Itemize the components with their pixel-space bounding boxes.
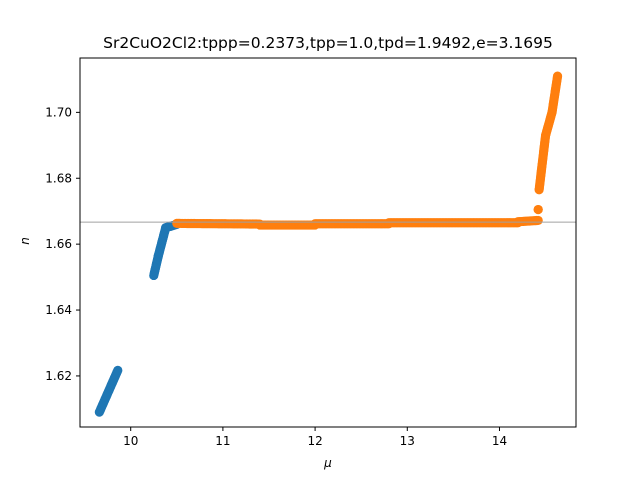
- chart-title: Sr2CuO2Cl2:tppp=0.2373,tpp=1.0,tpd=1.949…: [103, 34, 553, 52]
- data-point-series-2: [533, 204, 543, 215]
- x-tick-label: 14: [492, 434, 507, 448]
- x-axis-label: μ: [323, 456, 332, 470]
- points-layer: [94, 71, 563, 417]
- y-tick-label: 1.70: [45, 105, 72, 119]
- plot-area: 10 11 12 13 14 1.62 1.64 1.66 1.68 1.70: [45, 57, 577, 448]
- x-tick-label: 11: [215, 434, 230, 448]
- data-point-series-1: [113, 365, 123, 375]
- x-tick-label: 13: [400, 434, 415, 448]
- y-tick-label: 1.64: [45, 303, 72, 317]
- x-tick-label: 10: [123, 434, 138, 448]
- x-tick-label: 12: [307, 434, 322, 448]
- y-axis-label: n: [18, 237, 32, 245]
- data-point-series-2: [533, 215, 543, 226]
- y-tick-label: 1.62: [45, 369, 72, 383]
- y-tick-label: 1.66: [45, 237, 72, 251]
- plot-frame: [79, 57, 577, 428]
- data-point-series-2: [552, 71, 563, 81]
- y-tick-label: 1.68: [45, 171, 72, 185]
